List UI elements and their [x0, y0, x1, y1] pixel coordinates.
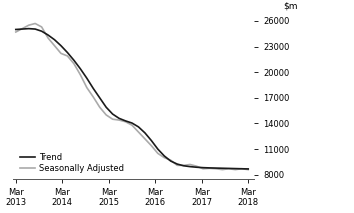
Y-axis label: $m: $m	[283, 1, 297, 10]
Legend: Trend, Seasonally Adjusted: Trend, Seasonally Adjusted	[20, 153, 124, 173]
